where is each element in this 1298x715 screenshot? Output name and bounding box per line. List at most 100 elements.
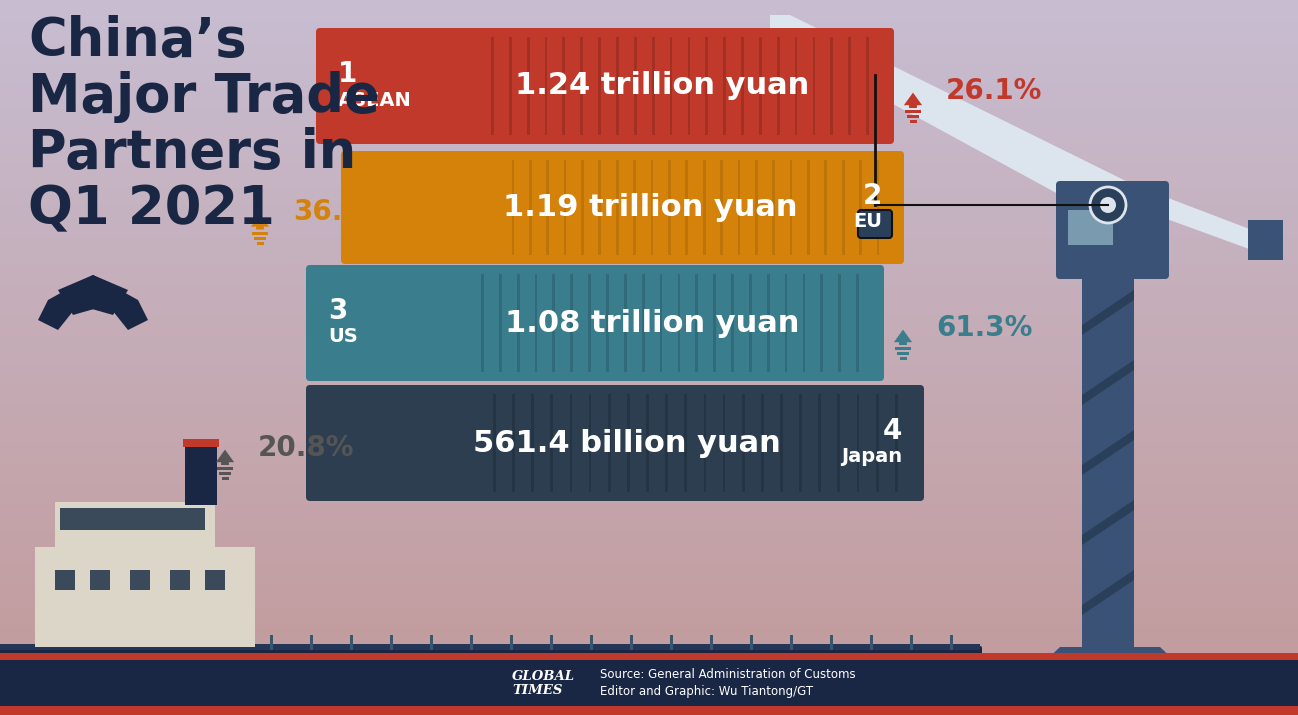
Bar xyxy=(0,264,1298,267)
Bar xyxy=(0,123,1298,127)
Bar xyxy=(0,297,1298,300)
Text: 4: 4 xyxy=(883,417,902,445)
Bar xyxy=(0,643,1298,646)
Bar xyxy=(0,342,1298,345)
Bar xyxy=(0,168,1298,172)
Bar xyxy=(0,14,1298,16)
Bar xyxy=(897,352,909,355)
FancyBboxPatch shape xyxy=(308,387,495,499)
Bar xyxy=(0,669,1298,672)
Bar xyxy=(0,404,1298,408)
Bar xyxy=(767,274,770,372)
Text: EU: EU xyxy=(853,212,883,231)
Bar xyxy=(831,37,833,135)
Bar xyxy=(0,657,1298,660)
Bar xyxy=(0,661,1298,665)
Bar xyxy=(0,111,1298,114)
Bar xyxy=(0,32,1298,36)
Bar xyxy=(0,495,1298,498)
Bar xyxy=(0,573,1298,577)
Bar xyxy=(0,278,1298,281)
Bar xyxy=(0,638,1298,641)
Bar xyxy=(0,514,1298,517)
Bar xyxy=(491,37,493,135)
Bar xyxy=(723,394,726,492)
Bar xyxy=(0,480,1298,484)
Bar xyxy=(0,209,1298,212)
Bar xyxy=(0,443,1298,445)
Text: 1: 1 xyxy=(337,60,357,88)
Bar xyxy=(907,115,919,118)
Bar xyxy=(0,87,1298,91)
Bar xyxy=(849,37,851,135)
Bar xyxy=(641,274,645,372)
Bar xyxy=(876,394,879,492)
Bar xyxy=(0,154,1298,157)
Bar xyxy=(0,275,1298,279)
Bar xyxy=(0,325,1298,329)
Bar xyxy=(0,94,1298,98)
Bar xyxy=(517,274,519,372)
Bar xyxy=(563,160,566,255)
Bar xyxy=(910,120,916,123)
Bar xyxy=(0,80,1298,84)
Bar xyxy=(0,375,1298,379)
FancyBboxPatch shape xyxy=(308,267,483,379)
Bar xyxy=(0,518,1298,522)
Bar xyxy=(589,394,592,492)
Bar xyxy=(0,704,1298,708)
Bar xyxy=(723,37,726,135)
Bar xyxy=(553,274,556,372)
Bar xyxy=(0,207,1298,209)
Bar xyxy=(607,394,610,492)
Bar xyxy=(0,9,1298,12)
Bar xyxy=(0,706,1298,715)
Bar xyxy=(0,407,1298,410)
Bar xyxy=(0,547,1298,551)
Bar xyxy=(217,467,232,470)
Bar xyxy=(0,540,1298,543)
Bar xyxy=(0,418,1298,422)
Bar xyxy=(511,160,514,255)
Bar xyxy=(0,0,1298,2)
Bar xyxy=(0,121,1298,124)
Bar xyxy=(0,216,1298,220)
Bar xyxy=(0,621,1298,624)
Bar xyxy=(0,307,1298,310)
Bar xyxy=(0,468,1298,472)
Bar xyxy=(0,536,1298,538)
Bar xyxy=(0,295,1298,298)
Bar xyxy=(493,394,496,492)
Bar xyxy=(0,97,1298,100)
Bar xyxy=(509,37,511,135)
Bar xyxy=(0,282,1298,286)
Polygon shape xyxy=(1134,185,1260,253)
Bar xyxy=(591,635,593,650)
Bar xyxy=(0,137,1298,141)
Bar xyxy=(0,552,1298,556)
Bar xyxy=(0,321,1298,324)
Bar xyxy=(0,593,1298,596)
Polygon shape xyxy=(1083,290,1134,335)
Bar xyxy=(0,214,1298,217)
Bar xyxy=(570,394,572,492)
Bar xyxy=(0,633,1298,636)
Bar xyxy=(0,323,1298,327)
Bar xyxy=(0,435,1298,438)
Bar xyxy=(0,89,1298,93)
Bar xyxy=(0,228,1298,231)
Bar xyxy=(0,182,1298,186)
Bar xyxy=(0,576,1298,579)
Polygon shape xyxy=(1083,500,1134,545)
Bar xyxy=(0,461,1298,465)
Text: TIMES: TIMES xyxy=(511,684,562,698)
Bar xyxy=(839,274,841,372)
Bar xyxy=(0,4,1298,7)
Bar xyxy=(876,160,880,255)
Bar xyxy=(0,409,1298,413)
Bar xyxy=(785,274,788,372)
Bar xyxy=(0,516,1298,520)
Bar xyxy=(633,160,636,255)
Bar xyxy=(0,445,1298,448)
Bar xyxy=(0,149,1298,152)
